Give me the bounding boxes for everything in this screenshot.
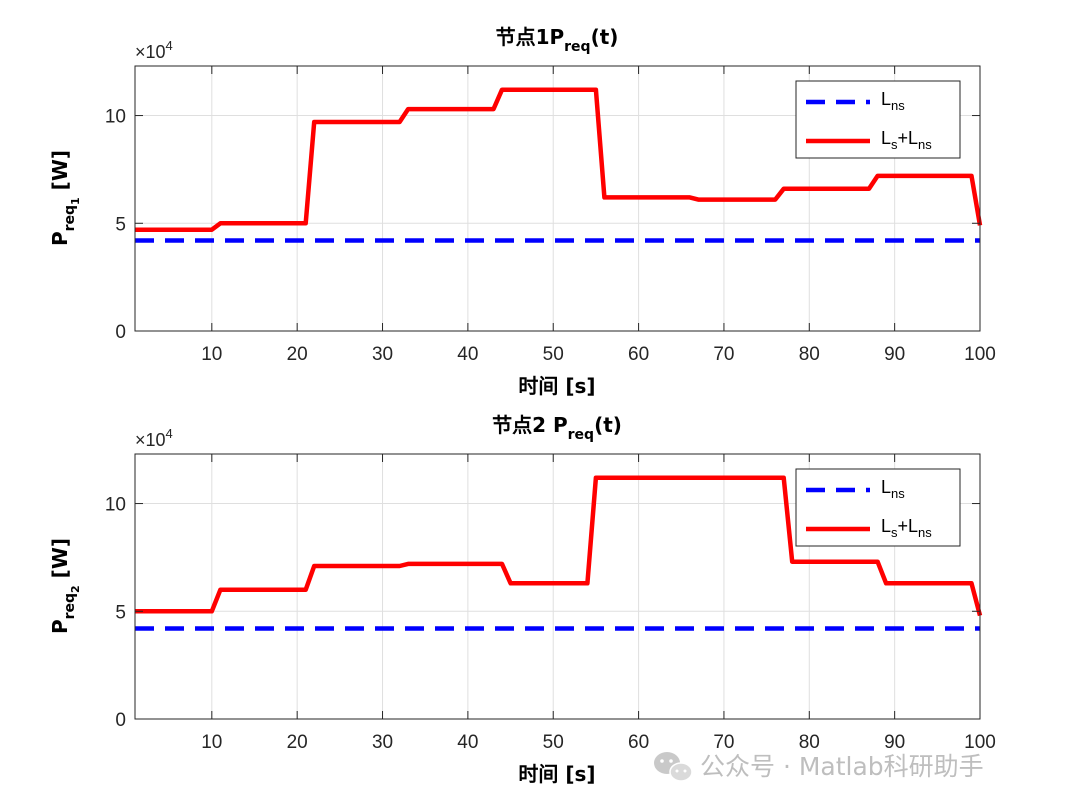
watermark: 公众号 · Matlab科研助手	[654, 752, 984, 782]
series-line-ls-lns	[135, 475, 983, 617]
x-tick-label: 60	[628, 732, 649, 753]
subplot-2-y-tick-labels: 0 5 10	[105, 495, 126, 731]
subplot-1-x-label: 时间 [s]	[518, 374, 595, 398]
subplot-2-x-label: 时间 [s]	[518, 762, 595, 786]
subplot-2-exponent: ×104	[135, 426, 173, 450]
y-tick-label: 10	[105, 107, 126, 128]
x-tick-label: 10	[201, 732, 222, 753]
subplot-1-y-label: Preq1 [W]	[48, 150, 82, 246]
subplot-1: 10 20 30 40 50 60 70 80 90 100 0 5 10 ×104 节点1Preq(…	[48, 25, 996, 398]
x-tick-label: 60	[628, 344, 649, 365]
subplot-2: 10 20 30 40 50 60 70 80 90 100 0 5 10 ×104 节点2 Preq…	[48, 413, 996, 786]
x-tick-label: 30	[372, 732, 393, 753]
subplot-2-legend-label-ls-lns: Ls+Lns	[881, 516, 932, 540]
subplot-1-lines	[135, 87, 983, 243]
subplot-1-legend-box	[795, 80, 961, 159]
y-tick-label: 0	[115, 710, 126, 731]
subplot-2-legend-label-lns: Lns	[881, 477, 905, 501]
subplot-2-x-tick-labels: 10 20 30 40 50 60 70 80 90 100	[201, 732, 996, 753]
x-tick-label: 30	[372, 344, 393, 365]
x-tick-label: 10	[201, 344, 222, 365]
subplot-2-lines	[135, 475, 983, 631]
x-tick-label: 20	[287, 732, 308, 753]
wechat-icon	[654, 752, 693, 782]
subplot-1-legend-label-lns: Lns	[881, 89, 905, 113]
subplot-1-y-tick-labels: 0 5 10	[105, 107, 126, 343]
x-tick-label: 90	[884, 344, 905, 365]
subplot-1-axes-box	[134, 65, 981, 332]
subplot-2-legend: Lns Ls+Lns	[795, 468, 961, 547]
subplot-2-ticks	[135, 454, 981, 720]
y-tick-label: 5	[115, 602, 126, 623]
y-tick-label: 5	[115, 214, 126, 235]
subplot-1-ticks	[135, 66, 981, 332]
subplot-1-legend-label-ls-lns: Ls+Lns	[881, 128, 932, 152]
subplot-1-legend: Lns Ls+Lns	[795, 80, 961, 159]
subplot-2-y-label: Preq2 [W]	[48, 538, 82, 634]
subplot-2-legend-box	[795, 468, 961, 547]
x-tick-label: 90	[884, 732, 905, 753]
series-line-ls-lns	[135, 87, 983, 232]
subplot-1-exponent: ×104	[135, 38, 173, 62]
x-tick-label: 100	[964, 344, 996, 365]
x-tick-label: 40	[457, 732, 478, 753]
x-tick-label: 80	[799, 344, 820, 365]
subplot-2-title: 节点2 Preq(t)	[492, 413, 622, 443]
subplot-2-axes-box	[134, 453, 981, 720]
subplot-1-title: 节点1Preq(t)	[496, 25, 619, 55]
x-tick-label: 70	[713, 732, 734, 753]
x-tick-label: 40	[457, 344, 478, 365]
y-tick-label: 10	[105, 495, 126, 516]
subplot-1-x-tick-labels: 10 20 30 40 50 60 70 80 90 100	[201, 344, 996, 365]
x-tick-label: 20	[287, 344, 308, 365]
y-tick-label: 0	[115, 322, 126, 343]
watermark-text: 公众号 · Matlab科研助手	[700, 752, 984, 781]
x-tick-label: 100	[964, 732, 996, 753]
x-tick-label: 50	[543, 732, 564, 753]
x-tick-label: 70	[713, 344, 734, 365]
x-tick-label: 80	[799, 732, 820, 753]
x-tick-label: 50	[543, 344, 564, 365]
